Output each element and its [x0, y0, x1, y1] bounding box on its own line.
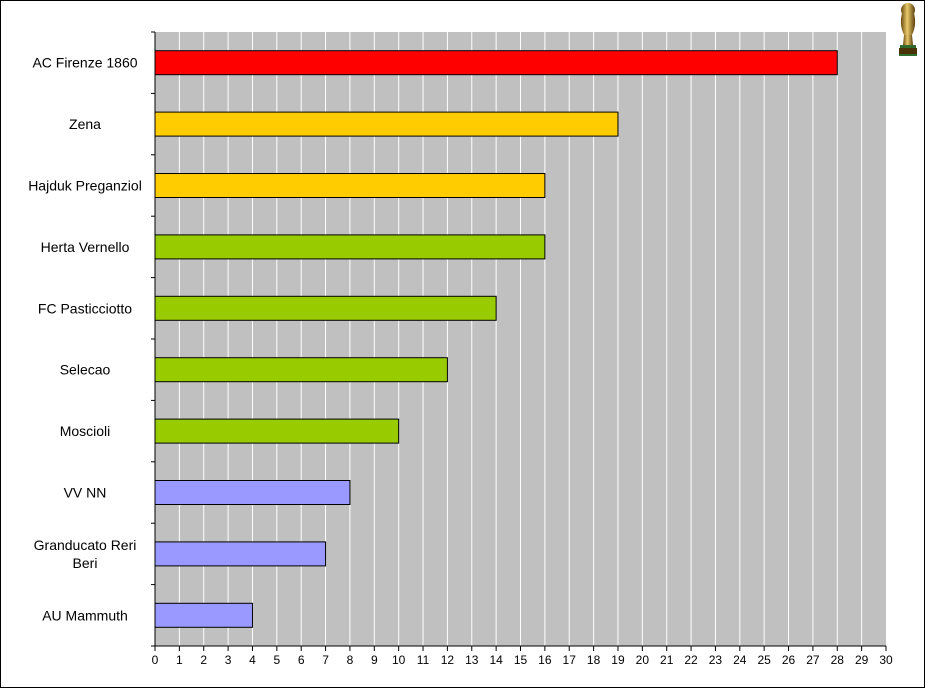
x-tick-label: 19: [611, 653, 625, 667]
category-label: Moscioli: [60, 423, 111, 439]
x-tick-label: 1: [176, 653, 183, 667]
x-tick-label: 30: [879, 653, 893, 667]
category-label: AC Firenze 1860: [32, 55, 137, 71]
x-tick-label: 29: [855, 653, 869, 667]
x-tick-label: 18: [587, 653, 601, 667]
x-tick-label: 11: [417, 653, 430, 667]
x-tick-label: 8: [347, 653, 354, 667]
bar: [154, 234, 546, 260]
category-label: FC Pasticciotto: [38, 300, 132, 316]
x-tick-label: 23: [709, 653, 723, 667]
category-label: Selecao: [60, 362, 111, 378]
category-label: VV NN: [64, 485, 107, 501]
x-tick-label: 20: [636, 653, 650, 667]
x-tick-label: 10: [392, 653, 406, 667]
x-tick-label: 6: [298, 653, 305, 667]
x-tick-label: 7: [322, 653, 329, 667]
x-tick-label: 22: [684, 653, 698, 667]
bar: [154, 50, 838, 76]
x-tick-label: 15: [514, 653, 528, 667]
bar: [154, 173, 546, 198]
bar: [154, 480, 351, 505]
x-tick-label: 0: [152, 653, 159, 667]
bar: [154, 357, 448, 383]
x-tick-label: 28: [831, 653, 845, 667]
x-tick-label: 13: [465, 653, 479, 667]
x-tick-label: 16: [538, 653, 552, 667]
x-tick-label: 2: [200, 653, 207, 667]
category-label: Herta Vernello: [41, 239, 130, 255]
bar: [154, 111, 619, 137]
x-tick-label: 5: [273, 653, 280, 667]
x-tick-label: 26: [782, 653, 796, 667]
bar: [154, 418, 400, 444]
category-label: Granducato Reri: [34, 537, 137, 553]
category-label: Zena: [69, 116, 101, 132]
x-tick-label: 27: [806, 653, 820, 667]
x-tick-label: 14: [489, 653, 503, 667]
bar: [154, 295, 497, 321]
x-tick-label: 9: [371, 653, 378, 667]
x-tick-label: 17: [563, 653, 577, 667]
bar: [154, 541, 327, 567]
category-label: Hajduk Preganziol: [28, 178, 142, 194]
x-tick-label: 12: [441, 653, 455, 667]
x-tick-label: 4: [249, 653, 256, 667]
bar: [154, 602, 253, 628]
x-tick-label: 25: [757, 653, 771, 667]
x-tick-label: 21: [660, 653, 674, 667]
category-label: Beri: [73, 555, 98, 571]
x-tick-label: 3: [225, 653, 232, 667]
category-label: AU Mammuth: [42, 607, 128, 623]
trophy-icon: [893, 1, 923, 59]
x-tick-label: 24: [733, 653, 747, 667]
